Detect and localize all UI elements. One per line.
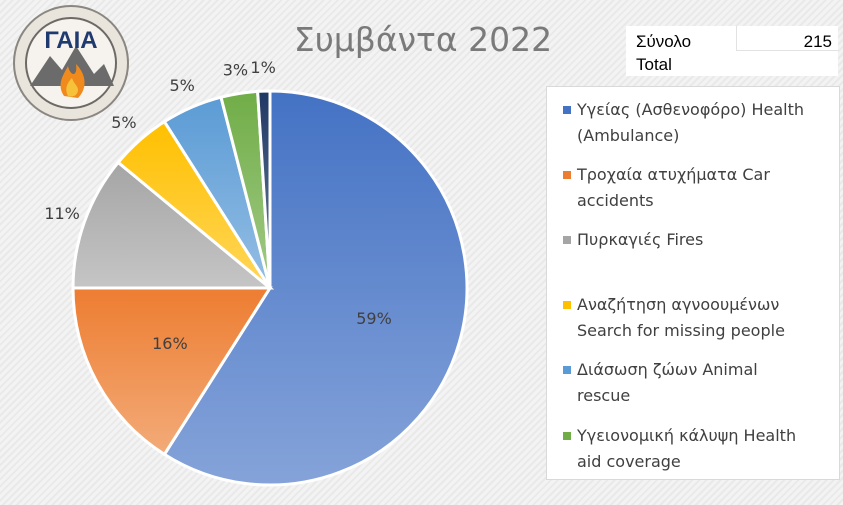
legend-swatch-aid bbox=[563, 432, 571, 440]
legend-label: Αναζήτηση αγνοουμένων bbox=[577, 295, 780, 314]
data-label-search: 5% bbox=[111, 113, 136, 132]
legend-item-search: Αναζήτηση αγνοουμένων Search for missing … bbox=[563, 292, 833, 344]
legend-swatch-car bbox=[563, 171, 571, 179]
legend-label-cont: (Ambulance) bbox=[577, 126, 680, 145]
legend-label-cont: aid coverage bbox=[577, 452, 681, 471]
total-value: 215 bbox=[803, 32, 832, 51]
legend-item-health: Υγείας (Ασθενοφόρο) Health (Ambulance) bbox=[563, 97, 833, 149]
legend-swatch-health bbox=[563, 106, 571, 114]
gaia-logo: ΓΑΙΑ bbox=[12, 4, 130, 122]
total-table: Σύνολο Total 215 bbox=[626, 26, 838, 76]
pie-slice-car bbox=[71, 286, 273, 457]
data-label-car: 16% bbox=[152, 334, 188, 353]
legend-label: Υγείας (Ασθενοφόρο) Health bbox=[577, 100, 804, 119]
legend-item-car: Τροχαία ατυχήματα Car accidents bbox=[563, 162, 833, 214]
chart-title: Συμβάντα 2022 bbox=[293, 20, 553, 59]
chart-legend: Υγείας (Ασθενοφόρο) Health (Ambulance) Τρο… bbox=[546, 86, 840, 480]
logo-text: ΓΑΙΑ bbox=[44, 27, 97, 54]
legend-swatch-search bbox=[563, 301, 571, 309]
legend-item-fires: Πυρκαγιές Fires bbox=[563, 227, 833, 253]
legend-item-aid: Υγειονομική κάλυψη Health aid coverage bbox=[563, 423, 833, 475]
total-label-english: Total bbox=[636, 55, 672, 74]
pie-slice-health bbox=[162, 89, 469, 487]
pie-slice-other bbox=[256, 89, 272, 289]
data-label-other: 1% bbox=[250, 58, 275, 77]
legend-item-animal: Διάσωση ζώων Animal rescue bbox=[563, 357, 833, 409]
data-label-health: 59% bbox=[356, 309, 392, 328]
total-label-greek: Σύνολο bbox=[636, 32, 692, 51]
legend-swatch-fires bbox=[563, 236, 571, 244]
legend-label-cont: rescue bbox=[577, 386, 631, 405]
legend-label-cont: accidents bbox=[577, 191, 654, 210]
legend-label: Διάσωση ζώων Animal bbox=[577, 360, 758, 379]
legend-swatch-animal bbox=[563, 366, 571, 374]
pie-slice-fires bbox=[71, 160, 275, 290]
legend-label: Πυρκαγιές Fires bbox=[577, 230, 704, 249]
legend-label: Τροχαία ατυχήματα Car bbox=[577, 165, 770, 184]
data-label-animal: 5% bbox=[170, 76, 195, 95]
data-label-aid: 3% bbox=[223, 61, 248, 80]
data-label-fires: 11% bbox=[44, 204, 80, 223]
legend-label: Υγειονομική κάλυψη Health bbox=[577, 426, 797, 445]
legend-label-cont: Search for missing people bbox=[577, 321, 785, 340]
